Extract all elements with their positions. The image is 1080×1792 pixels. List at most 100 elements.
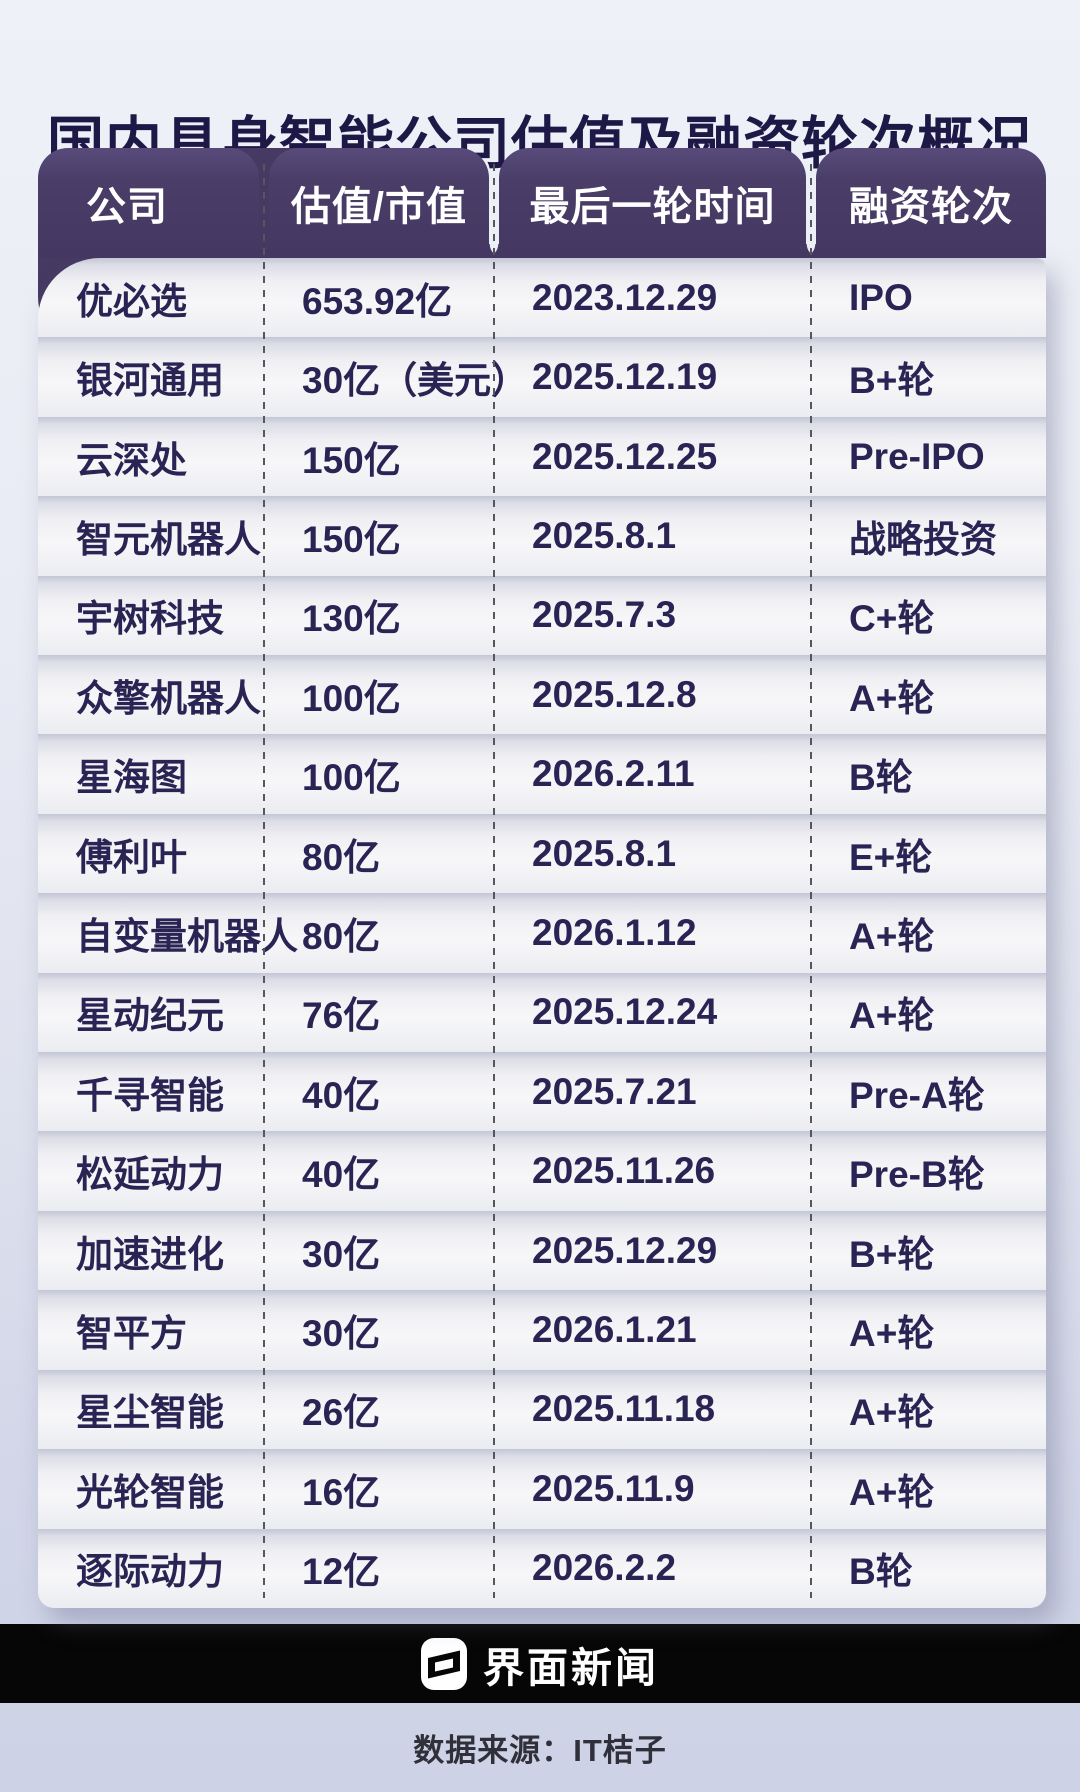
company-name: 智元机器人: [76, 518, 261, 560]
last-round-date: 2025.12.29: [532, 1229, 718, 1271]
company-name: 星动纪元: [76, 995, 224, 1037]
table-row: 宇树科技 130亿 2025.7.3 C+轮: [38, 575, 1046, 656]
column-header-funding-round: 融资轮次: [802, 148, 1046, 258]
valuation-value: 30亿（美元）: [302, 360, 529, 402]
column-header-valuation: 估值/市值: [255, 148, 503, 258]
valuation-value: 12亿: [302, 1551, 381, 1593]
company-name: 逐际动力: [76, 1551, 224, 1593]
valuation-value: 150亿: [302, 518, 401, 560]
last-round-date: 2026.1.12: [532, 911, 697, 953]
company-name: 傅利叶: [76, 836, 187, 878]
column-header-company: 公司: [38, 148, 273, 258]
table-row: 光轮智能 16亿 2025.11.9 A+轮: [38, 1449, 1046, 1529]
table-row: 星尘智能 26亿 2025.11.18 A+轮: [38, 1369, 1046, 1450]
company-name: 众擎机器人: [76, 677, 261, 719]
funding-round: A+轮: [849, 1312, 935, 1354]
funding-round: A+轮: [849, 915, 935, 957]
last-round-date: 2025.12.25: [532, 435, 718, 477]
valuation-value: 100亿: [302, 677, 401, 719]
last-round-date: 2026.2.11: [532, 753, 695, 795]
funding-round: A+轮: [849, 995, 935, 1037]
valuation-value: 130亿: [302, 598, 401, 640]
column-divider: [263, 164, 265, 1598]
company-name: 银河通用: [76, 360, 224, 402]
funding-round: Pre-B轮: [849, 1154, 985, 1196]
valuation-value: 40亿: [302, 1154, 381, 1196]
funding-round: B+轮: [849, 360, 935, 402]
table-row: 云深处 150亿 2025.12.25 Pre-IPO: [38, 416, 1046, 497]
funding-round: IPO: [849, 276, 913, 318]
funding-round: B+轮: [849, 1233, 935, 1275]
column-divider: [810, 164, 812, 1598]
company-name: 自变量机器人: [76, 915, 298, 957]
company-name: 星海图: [76, 757, 187, 799]
company-name: 云深处: [76, 439, 187, 481]
last-round-date: 2025.8.1: [532, 514, 677, 556]
company-name: 宇树科技: [76, 598, 224, 640]
table-row: 星海图 100亿 2026.2.11 B轮: [38, 734, 1046, 814]
valuation-table: 公司 估值/市值 最后一轮时间 融资轮次 优必选 653.92亿 2023.12…: [38, 148, 1046, 1608]
last-round-date: 2026.2.2: [532, 1547, 677, 1589]
last-round-date: 2026.1.21: [532, 1308, 697, 1350]
valuation-value: 40亿: [302, 1074, 381, 1116]
valuation-value: 653.92亿: [302, 280, 453, 322]
last-round-date: 2023.12.29: [532, 276, 718, 318]
valuation-value: 16亿: [302, 1471, 381, 1513]
brand-footer: 界面新闻: [0, 1624, 1080, 1703]
last-round-date: 2025.11.18: [532, 1388, 716, 1430]
table-row: 众擎机器人 100亿 2025.12.8 A+轮: [38, 655, 1046, 735]
table-row: 智平方 30亿 2026.1.21 A+轮: [38, 1290, 1046, 1370]
valuation-value: 30亿: [302, 1312, 381, 1354]
funding-round: A+轮: [849, 1471, 935, 1513]
table-header-row: 公司 估值/市值 最后一轮时间 融资轮次: [38, 148, 1046, 258]
last-round-date: 2025.7.21: [532, 1070, 697, 1112]
valuation-value: 150亿: [302, 439, 401, 481]
table-row: 傅利叶 80亿 2025.8.1 E+轮: [38, 813, 1046, 894]
funding-round: B轮: [849, 1551, 913, 1593]
table-row: 智元机器人 150亿 2025.8.1 战略投资: [38, 496, 1046, 576]
valuation-value: 80亿: [302, 836, 381, 878]
funding-round: Pre-A轮: [849, 1074, 985, 1116]
jiemian-logo-icon: [421, 1637, 467, 1690]
valuation-value: 80亿: [302, 915, 381, 957]
valuation-value: 76亿: [302, 995, 381, 1037]
funding-round: Pre-IPO: [849, 435, 985, 477]
company-name: 星尘智能: [76, 1392, 224, 1434]
table-row: 千寻智能 40亿 2025.7.21 Pre-A轮: [38, 1052, 1046, 1132]
funding-round: B轮: [849, 757, 913, 799]
funding-round: C+轮: [849, 598, 935, 640]
valuation-value: 100亿: [302, 757, 401, 799]
table-row: 星动纪元 76亿 2025.12.24 A+轮: [38, 972, 1046, 1053]
funding-round: 战略投资: [849, 518, 997, 560]
table-row: 自变量机器人 80亿 2026.1.12 A+轮: [38, 893, 1046, 973]
valuation-value: 26亿: [302, 1392, 381, 1434]
last-round-date: 2025.12.24: [532, 991, 718, 1033]
last-round-date: 2025.11.26: [532, 1150, 716, 1192]
company-name: 智平方: [76, 1312, 187, 1354]
last-round-date: 2025.8.1: [532, 832, 677, 874]
column-header-last-round-date: 最后一轮时间: [485, 148, 820, 258]
company-name: 优必选: [76, 280, 187, 322]
last-round-date: 2025.11.9: [532, 1467, 695, 1509]
table-row: 优必选 653.92亿 2023.12.29 IPO: [38, 258, 1046, 338]
table-row: 加速进化 30亿 2025.12.29 B+轮: [38, 1210, 1046, 1291]
data-source: 数据来源：IT桔子: [413, 1733, 667, 1768]
company-name: 松延动力: [76, 1154, 224, 1196]
table-row: 逐际动力 12亿 2026.2.2 B轮: [38, 1528, 1046, 1608]
company-name: 光轮智能: [76, 1471, 224, 1513]
valuation-value: 30亿: [302, 1233, 381, 1275]
last-round-date: 2025.7.3: [532, 594, 677, 636]
table-row: 银河通用 30亿（美元） 2025.12.19 B+轮: [38, 337, 1046, 417]
company-name: 千寻智能: [76, 1074, 224, 1116]
funding-round: A+轮: [849, 677, 935, 719]
table-body: 优必选 653.92亿 2023.12.29 IPO 银河通用 30亿（美元） …: [38, 258, 1046, 1608]
last-round-date: 2025.12.8: [532, 673, 697, 715]
funding-round: E+轮: [849, 836, 933, 878]
last-round-date: 2025.12.19: [532, 356, 718, 398]
funding-round: A+轮: [849, 1392, 935, 1434]
table-row: 松延动力 40亿 2025.11.26 Pre-B轮: [38, 1131, 1046, 1211]
company-name: 加速进化: [76, 1233, 224, 1275]
brand-name: 界面新闻: [483, 1644, 659, 1691]
column-divider: [493, 164, 495, 1598]
